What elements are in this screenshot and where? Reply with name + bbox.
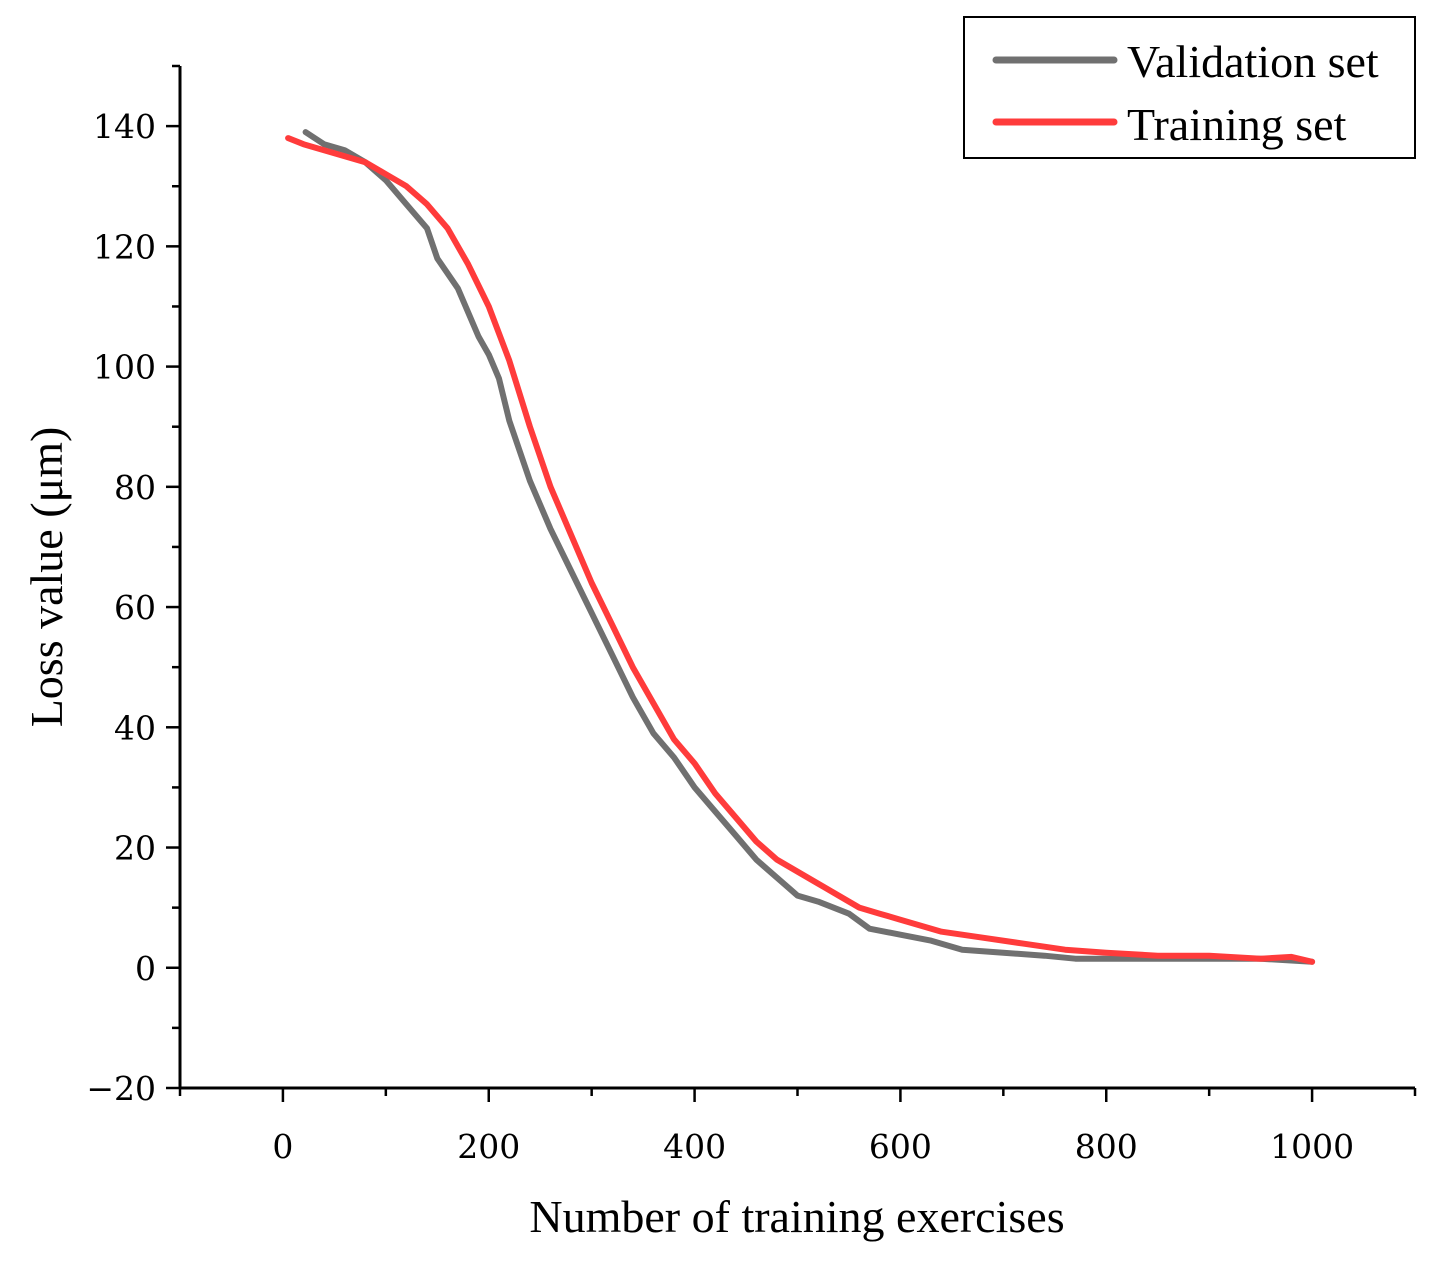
legend-label-training: Training set (1127, 99, 1347, 150)
y-tick-label: −20 (86, 1069, 156, 1108)
y-tick-label: 120 (93, 227, 156, 266)
x-axis-title: Number of training exercises (529, 1191, 1064, 1242)
x-tick-label: 0 (272, 1127, 293, 1166)
legend: Validation set Training set (963, 16, 1416, 159)
series-layer (285, 129, 1316, 965)
legend-label-validation: Validation set (1127, 36, 1379, 87)
y-tick-label: 20 (114, 829, 156, 868)
y-tick-label: 100 (93, 348, 156, 387)
training-series-line (285, 135, 1316, 965)
validation-series-line (302, 129, 1316, 965)
x-tick-label: 200 (457, 1127, 520, 1166)
y-tick-label: 140 (93, 107, 156, 146)
y-tick-label: 80 (114, 468, 156, 507)
legend-box (963, 16, 1416, 159)
x-tick-label: 1000 (1270, 1127, 1354, 1166)
y-axis: −20 0 20 40 60 80 100 120 140 (86, 64, 182, 1108)
x-tick-label: 800 (1075, 1127, 1138, 1166)
y-tick-label: 0 (135, 949, 156, 988)
x-tick-label: 400 (663, 1127, 726, 1166)
x-axis: 0 200 400 600 800 1000 (178, 1086, 1417, 1166)
y-axis-title: Loss value (μm) (21, 427, 72, 728)
y-tick-label: 60 (114, 588, 156, 627)
x-tick-label: 600 (869, 1127, 932, 1166)
y-tick-label: 40 (114, 708, 156, 747)
